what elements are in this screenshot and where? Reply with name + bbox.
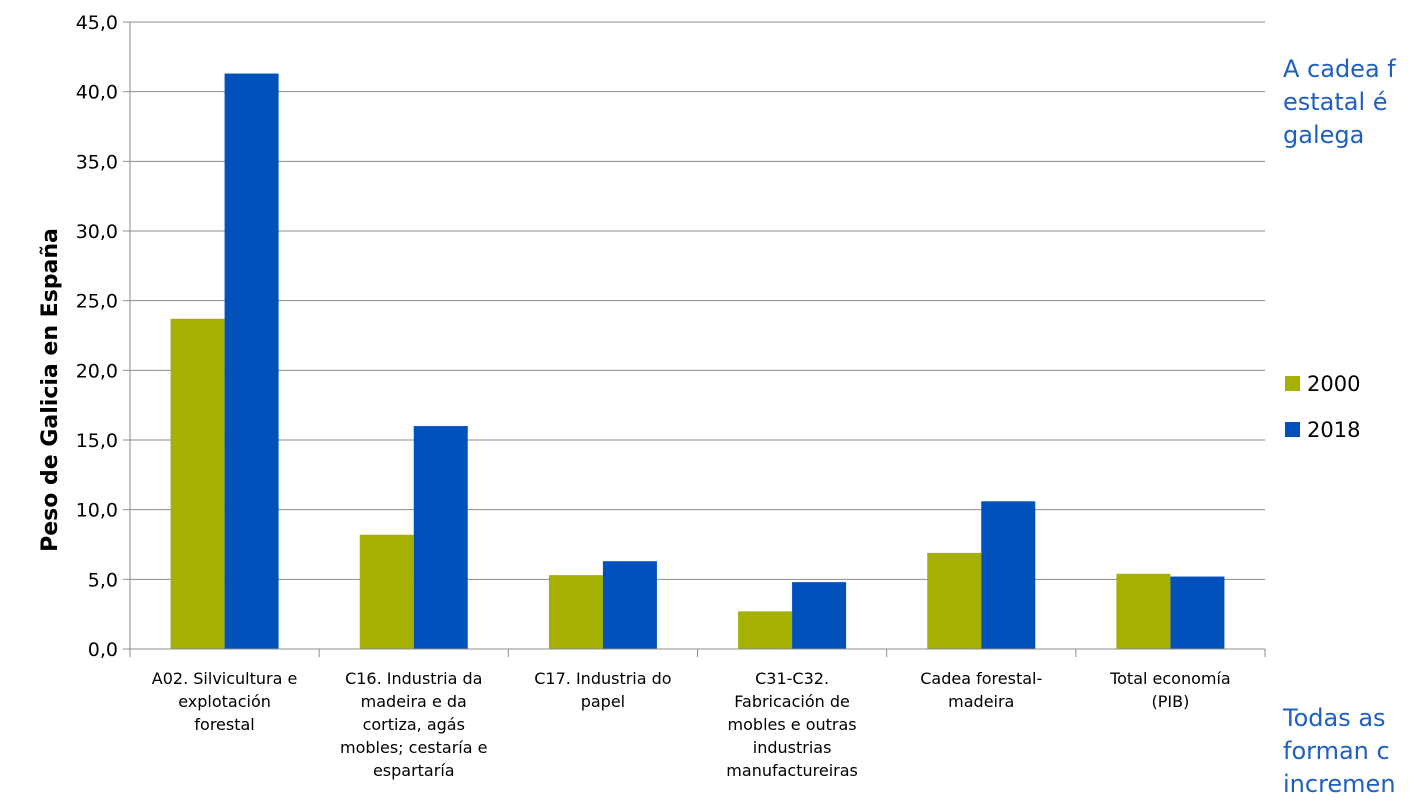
y-tick-label: 40,0 xyxy=(76,82,118,104)
x-category-label: C16. Industria da xyxy=(345,669,482,688)
legend-label: 2018 xyxy=(1307,418,1360,442)
x-category-label: Total economía xyxy=(1109,669,1231,688)
y-tick-label: 15,0 xyxy=(76,430,118,452)
x-category-label: madeira xyxy=(948,692,1014,711)
legend-swatch xyxy=(1285,376,1300,391)
annotation-top-line: estatal é xyxy=(1283,88,1388,116)
legend-label: 2000 xyxy=(1307,372,1360,396)
x-category-label: mobles; cestaría e xyxy=(340,738,487,757)
bars xyxy=(170,73,1225,649)
annotation-top: A cadea f estatal é galega xyxy=(1283,53,1396,152)
x-category-label: cortiza, agás xyxy=(363,715,465,734)
bar-2018 xyxy=(602,561,657,649)
y-tick-label: 25,0 xyxy=(76,291,118,313)
x-category-label: explotación xyxy=(178,692,271,711)
y-tick-label: 30,0 xyxy=(76,221,118,243)
y-tick-labels: 0,0 5,0 10,0 15,0 20,0 25,0 30,0 35,0 40,0 45,0 xyxy=(76,12,118,661)
annotation-top-line: A cadea f xyxy=(1283,55,1396,83)
x-category-label: Cadea forestal- xyxy=(920,669,1042,688)
x-category-label: madeira e da xyxy=(361,692,467,711)
x-category-label: (PIB) xyxy=(1152,692,1190,711)
legend: 2000 2018 xyxy=(1285,372,1360,442)
y-tick-label: 35,0 xyxy=(76,151,118,173)
bar-2000 xyxy=(738,611,793,649)
bar-2000 xyxy=(548,575,603,649)
x-category-label: C31-C32. xyxy=(755,669,829,688)
x-category-label: Fabricación de xyxy=(734,692,850,711)
bar-2018 xyxy=(413,426,468,649)
bar-2000 xyxy=(927,552,982,649)
bar-2018 xyxy=(792,582,847,649)
y-tick-label: 0,0 xyxy=(88,639,118,661)
y-tick-label: 10,0 xyxy=(76,500,118,522)
bar-2018 xyxy=(224,73,279,649)
bar-2000 xyxy=(359,534,414,649)
bar-2000 xyxy=(170,318,225,649)
x-category-label: espartaría xyxy=(373,761,455,780)
bar-2018 xyxy=(981,501,1036,649)
x-category-label: A02. Silvicultura e xyxy=(152,669,298,688)
bar-2018 xyxy=(1170,576,1225,649)
annotation-top-line: galega xyxy=(1283,121,1365,149)
annotation-bottom-line: incremen xyxy=(1283,770,1396,798)
y-tick-label: 5,0 xyxy=(88,569,118,591)
x-category-labels: A02. Silvicultura e explotación forestal C1… xyxy=(152,669,1231,780)
x-category-label: papel xyxy=(581,692,625,711)
y-tick-label: 45,0 xyxy=(76,12,118,34)
annotation-bottom-line: forman c xyxy=(1283,737,1390,765)
x-category-label: C17. Industria do xyxy=(534,669,671,688)
y-axis-label: Peso de Galicia en España xyxy=(38,228,63,552)
x-category-label: manufactureiras xyxy=(726,761,858,780)
x-category-label: industrias xyxy=(753,738,832,757)
bar-2000 xyxy=(1116,573,1171,649)
gridlines xyxy=(130,21,1265,650)
x-category-label: mobles e outras xyxy=(728,715,857,734)
annotation-bottom: Todas as forman c incremen xyxy=(1283,702,1396,801)
x-category-label: forestal xyxy=(194,715,254,734)
y-tick-label: 20,0 xyxy=(76,360,118,382)
annotation-bottom-line: Todas as xyxy=(1283,704,1386,732)
legend-swatch xyxy=(1285,422,1300,437)
axes xyxy=(123,21,1266,657)
